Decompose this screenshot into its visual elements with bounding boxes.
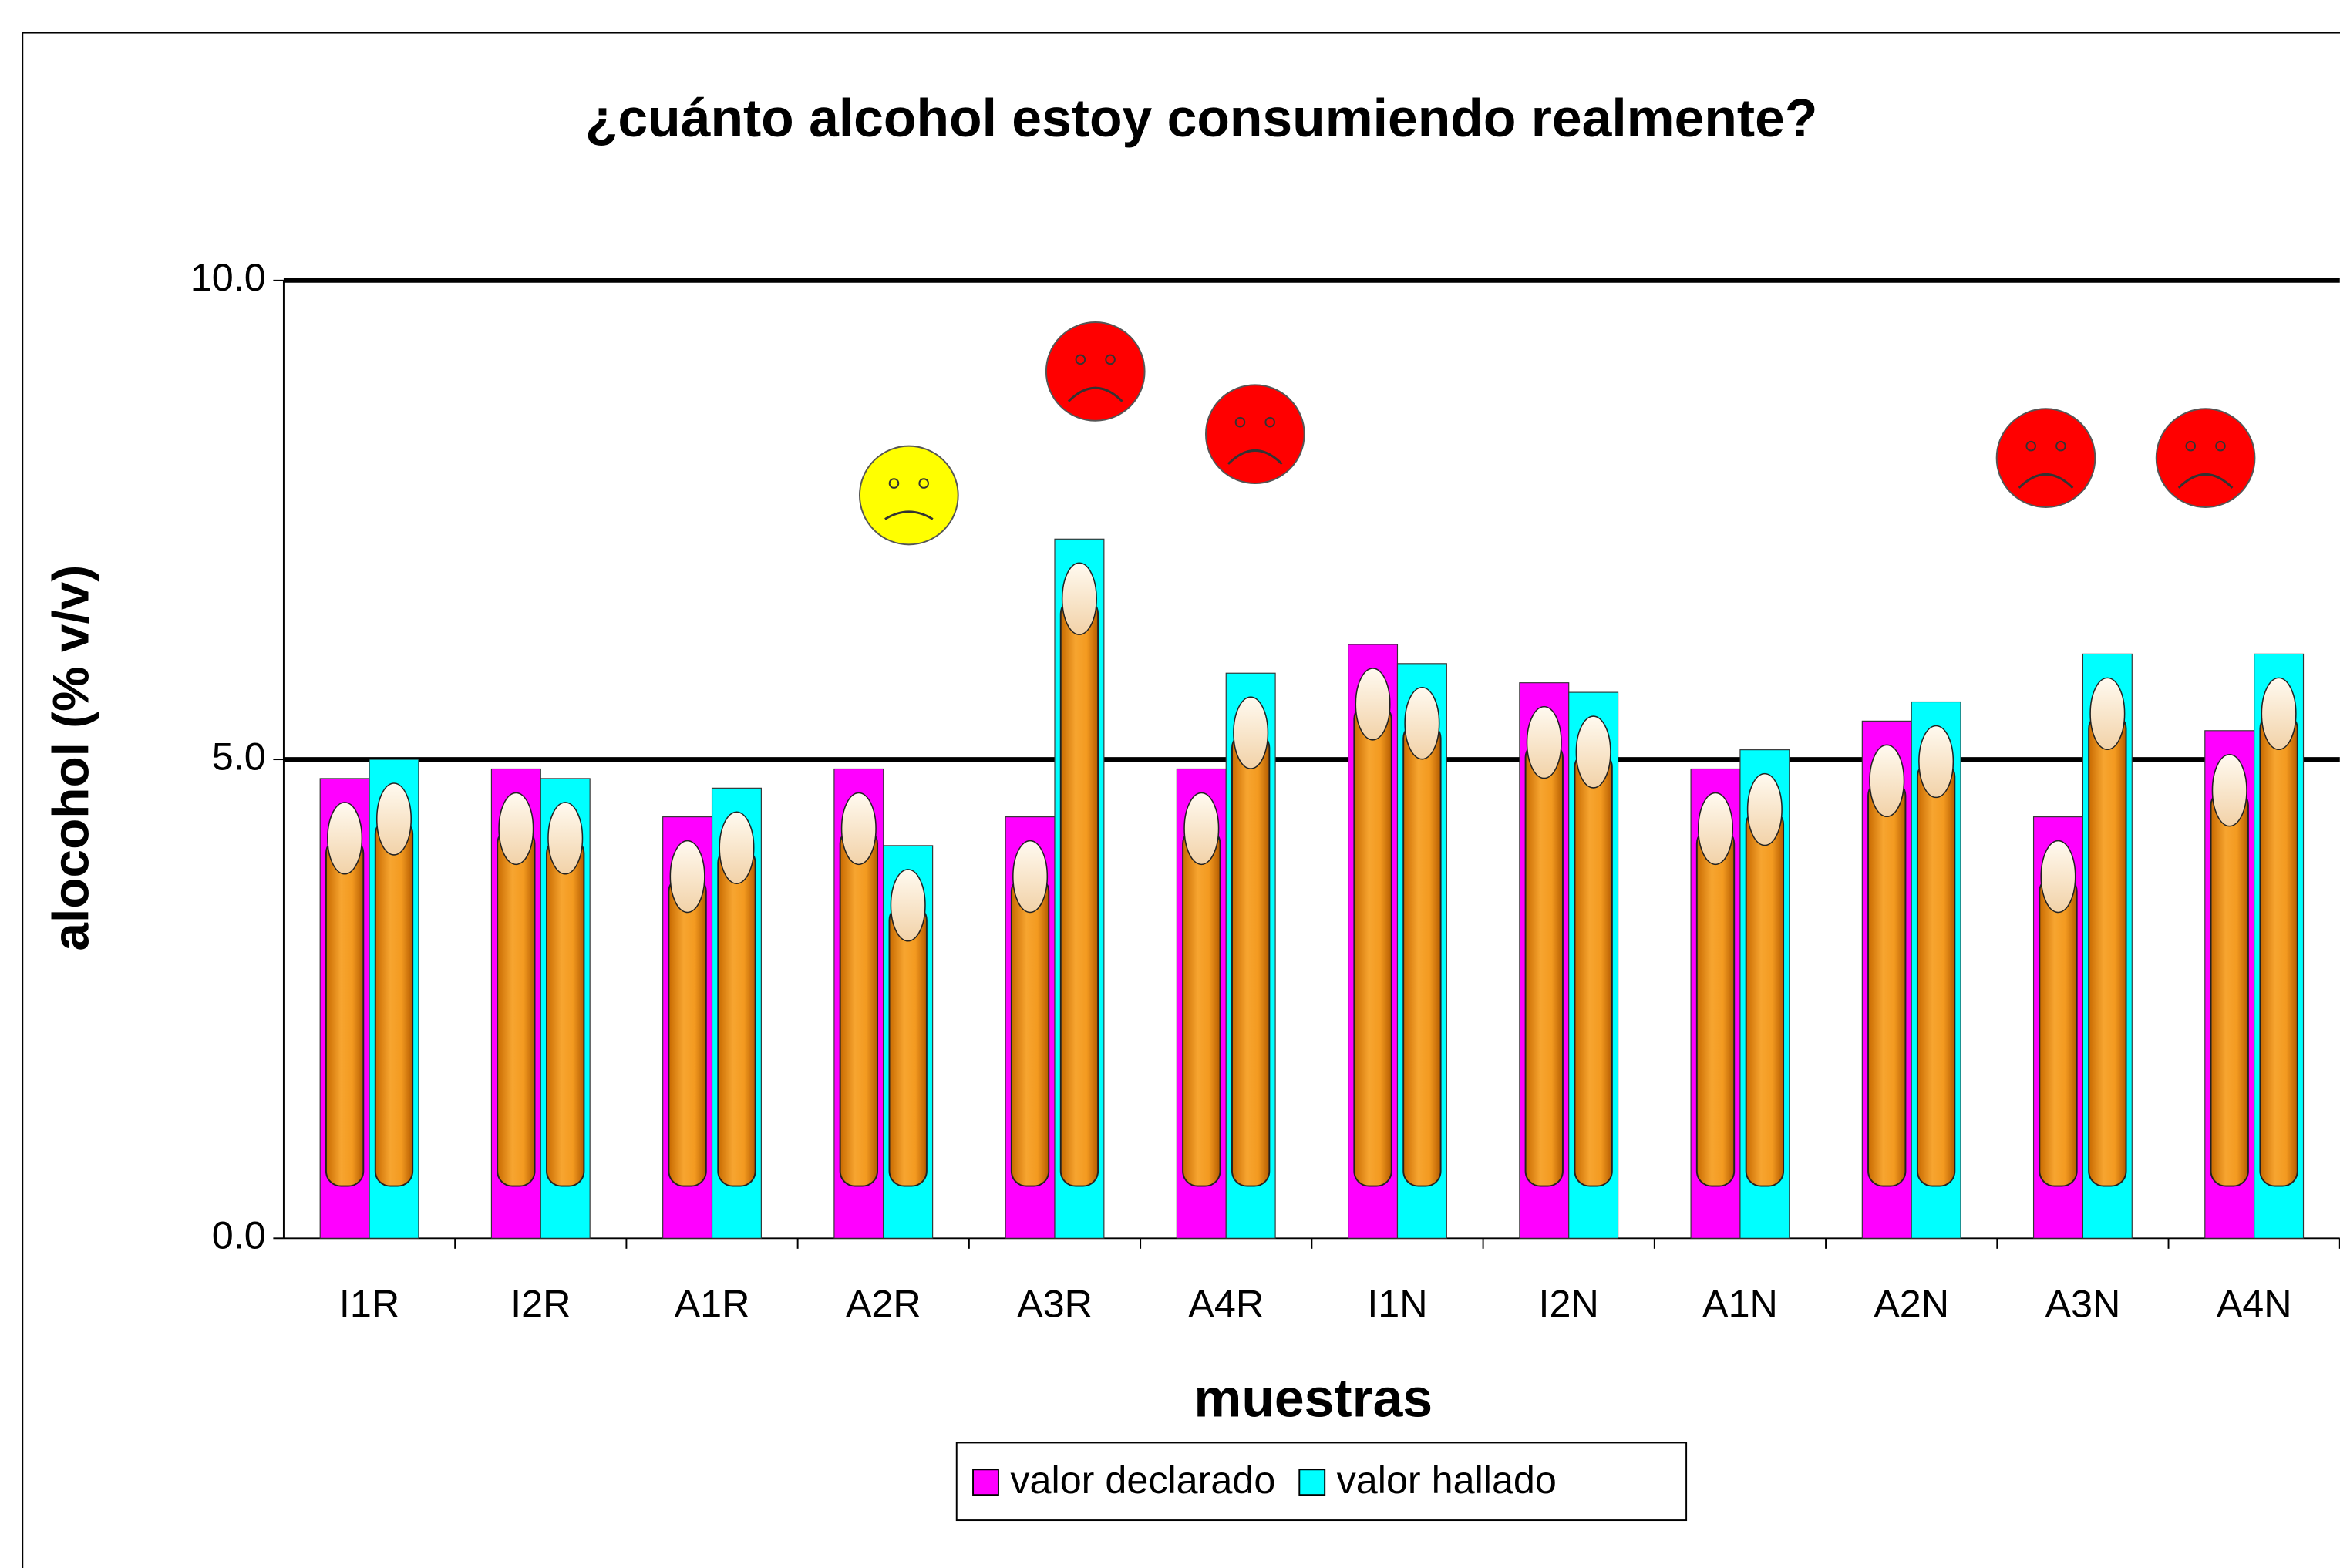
x-tick-label: A4N [2217, 1282, 2292, 1326]
x-tick-label: A2R [846, 1282, 921, 1326]
beer-foam [1234, 697, 1268, 769]
beer-foam [1527, 707, 1562, 779]
beer-foam [2261, 678, 2296, 749]
legend-swatch [1299, 1469, 1325, 1495]
beer-glass [1061, 599, 1098, 1186]
x-tick-label: I1R [339, 1282, 399, 1326]
beer-foam [2212, 755, 2247, 826]
x-tick-label: I2N [1539, 1282, 1599, 1326]
legend-swatch [973, 1469, 998, 1495]
beer-glass [1183, 829, 1220, 1186]
beer-foam [1405, 688, 1439, 759]
beer-glass [2089, 714, 2126, 1186]
chart: ¿cuánto alcohol estoy consumiendo realme… [0, 0, 2340, 1568]
beer-glass [1868, 781, 1905, 1186]
beer-foam [1062, 563, 1097, 634]
beer-glass [1697, 829, 1734, 1186]
beer-foam [377, 783, 412, 855]
beer-glass [1746, 809, 1783, 1186]
beer-foam [1748, 774, 1783, 846]
page: ¿cuánto alcohol estoy consumiendo realme… [0, 0, 2340, 1568]
beer-foam [1919, 725, 1954, 797]
x-tick-label: A3N [2045, 1282, 2120, 1326]
beer-foam [499, 792, 534, 864]
legend-label: valor declarado [1010, 1458, 1275, 1502]
beer-foam [891, 870, 925, 941]
beer-glass [718, 848, 755, 1186]
beer-foam [328, 803, 362, 874]
beer-foam [670, 841, 705, 913]
beer-glass [2260, 714, 2297, 1186]
x-axis-label: muestras [1194, 1368, 1433, 1428]
beer-foam [1576, 716, 1611, 788]
beer-foam [842, 792, 877, 864]
beer-glass [1917, 762, 1954, 1186]
x-tick-label: A4R [1188, 1282, 1264, 1326]
beer-glass [326, 838, 363, 1186]
legend-label: valor hallado [1337, 1458, 1557, 1502]
beer-glass [375, 819, 412, 1186]
chart-title: ¿cuánto alcohol estoy consumiendo realme… [585, 88, 1818, 148]
beer-glass [1403, 723, 1440, 1186]
x-tick-label: A3R [1017, 1282, 1093, 1326]
beer-glass [1526, 742, 1563, 1186]
sad-face [1997, 409, 2096, 507]
beer-glass [1012, 877, 1049, 1186]
beer-foam [1184, 792, 1219, 864]
beer-glass [2039, 877, 2076, 1186]
beer-foam [1699, 792, 1733, 864]
x-tick-label: A1N [1702, 1282, 1778, 1326]
beer-glass [1574, 752, 1611, 1186]
beer-glass [1354, 704, 1391, 1186]
sad-face [1206, 385, 1305, 483]
beer-foam [2090, 678, 2125, 749]
x-tick-label: A1R [675, 1282, 750, 1326]
beer-glass [2211, 790, 2248, 1186]
y-axis-label: alocohol (% v/v) [42, 565, 99, 951]
y-tick-label: 0.0 [212, 1213, 266, 1257]
beer-glass [840, 829, 877, 1186]
beer-glass [890, 905, 927, 1186]
beer-glass [547, 838, 584, 1186]
neutral-face [860, 446, 958, 545]
x-tick-label: I2R [510, 1282, 571, 1326]
beer-foam [1013, 841, 1048, 913]
sad-face [2157, 409, 2255, 507]
beer-foam [548, 803, 583, 874]
beer-foam [2041, 841, 2076, 913]
x-tick-label: A2N [1874, 1282, 1949, 1326]
x-tick-label: I1N [1367, 1282, 1427, 1326]
beer-glass [668, 877, 705, 1186]
y-tick-label: 5.0 [212, 734, 266, 778]
beer-glass [1232, 733, 1269, 1186]
beer-foam [719, 812, 754, 883]
beer-glass [497, 829, 534, 1186]
sad-face [1046, 322, 1145, 421]
y-tick-label: 10.0 [190, 255, 266, 299]
beer-foam [1870, 745, 1904, 816]
beer-foam [1355, 668, 1390, 740]
